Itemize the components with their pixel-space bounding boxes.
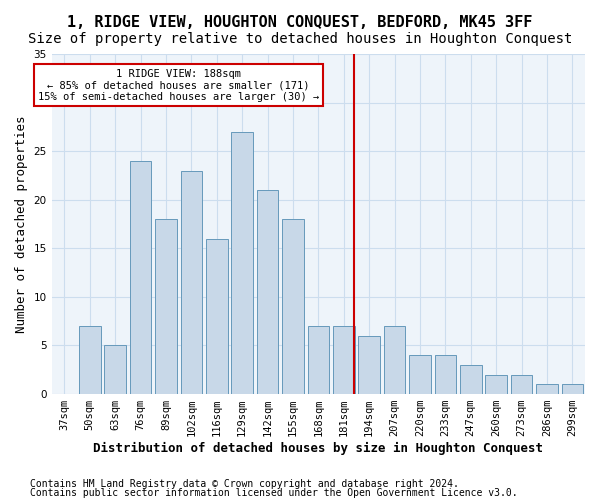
Bar xyxy=(333,326,355,394)
Bar xyxy=(460,365,482,394)
Text: Contains HM Land Registry data © Crown copyright and database right 2024.: Contains HM Land Registry data © Crown c… xyxy=(30,479,459,489)
Bar xyxy=(308,326,329,394)
Bar xyxy=(155,219,177,394)
Text: Contains public sector information licensed under the Open Government Licence v3: Contains public sector information licen… xyxy=(30,488,518,498)
Bar xyxy=(232,132,253,394)
Bar xyxy=(562,384,583,394)
Bar xyxy=(104,346,126,394)
Bar xyxy=(384,326,406,394)
Text: Size of property relative to detached houses in Houghton Conquest: Size of property relative to detached ho… xyxy=(28,32,572,46)
Bar xyxy=(79,326,101,394)
Bar xyxy=(536,384,557,394)
Bar xyxy=(130,161,151,394)
Bar xyxy=(358,336,380,394)
Bar xyxy=(434,355,456,394)
Bar xyxy=(282,219,304,394)
Bar xyxy=(181,170,202,394)
Bar xyxy=(485,374,507,394)
Y-axis label: Number of detached properties: Number of detached properties xyxy=(15,116,28,333)
X-axis label: Distribution of detached houses by size in Houghton Conquest: Distribution of detached houses by size … xyxy=(94,442,544,455)
Bar xyxy=(409,355,431,394)
Bar xyxy=(257,190,278,394)
Text: 1, RIDGE VIEW, HOUGHTON CONQUEST, BEDFORD, MK45 3FF: 1, RIDGE VIEW, HOUGHTON CONQUEST, BEDFOR… xyxy=(67,15,533,30)
Text: 1 RIDGE VIEW: 188sqm
← 85% of detached houses are smaller (171)
15% of semi-deta: 1 RIDGE VIEW: 188sqm ← 85% of detached h… xyxy=(38,68,319,102)
Bar xyxy=(511,374,532,394)
Bar xyxy=(206,238,227,394)
